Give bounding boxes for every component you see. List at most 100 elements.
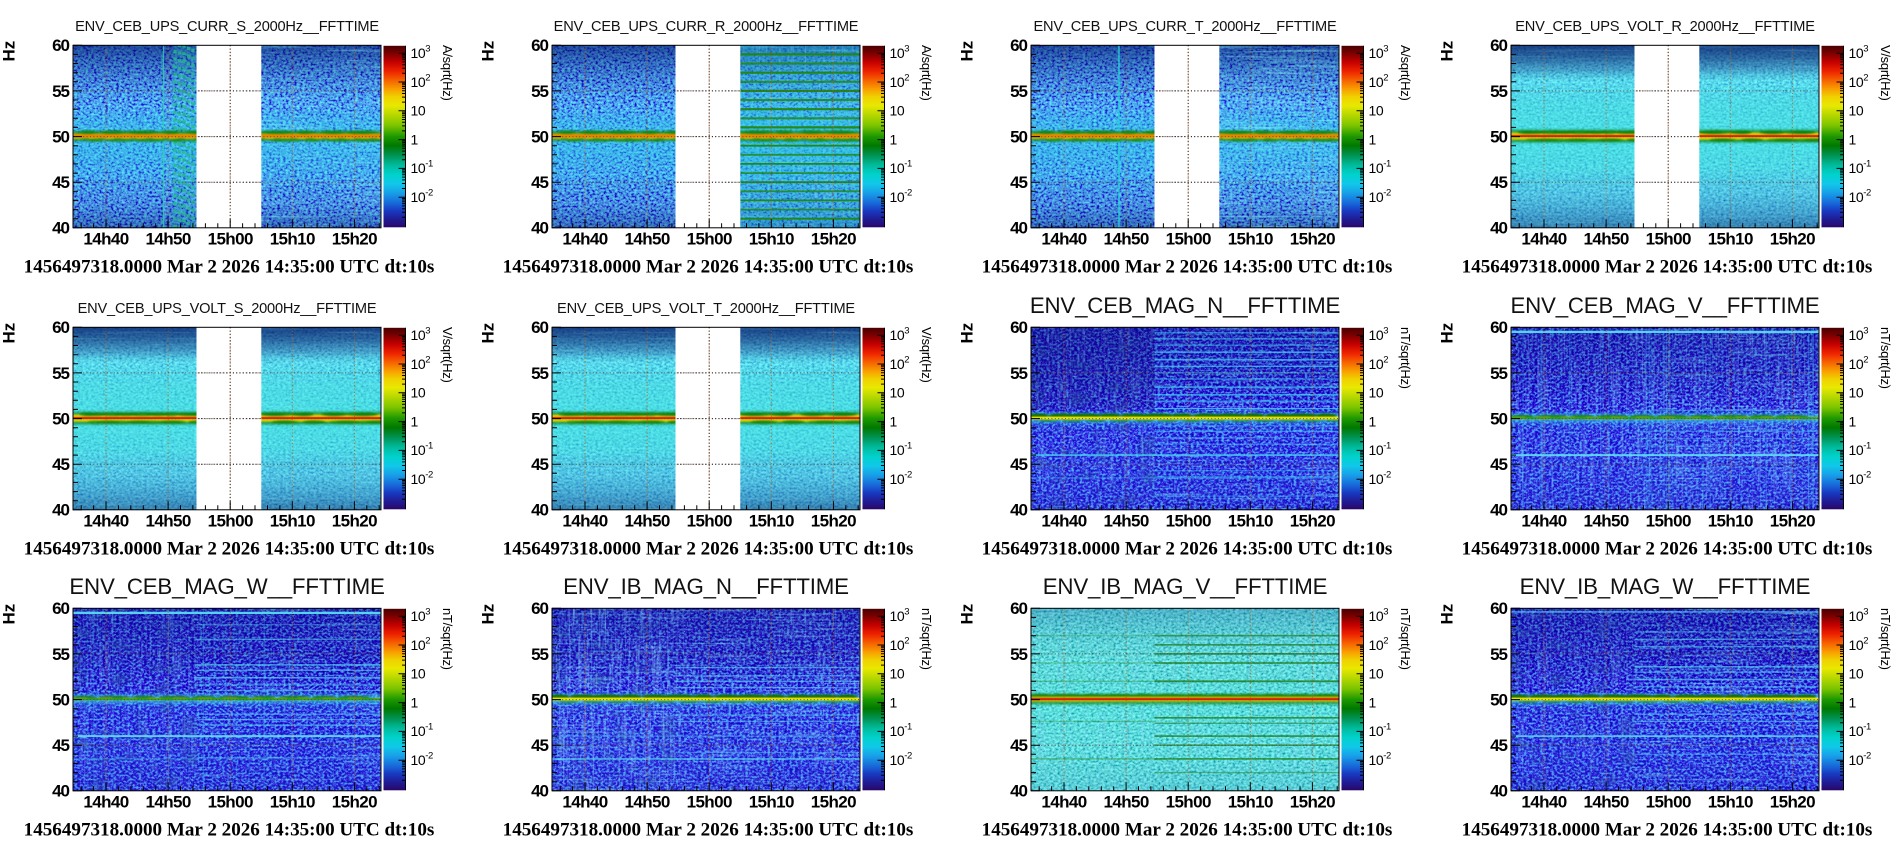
svg-text:10: 10 <box>411 103 426 119</box>
svg-text:60: 60 <box>531 599 548 618</box>
svg-text:15h20: 15h20 <box>811 511 856 530</box>
svg-text:1: 1 <box>1369 131 1377 147</box>
svg-text:40: 40 <box>1490 500 1507 519</box>
svg-text:1: 1 <box>411 413 419 429</box>
svg-text:14h50: 14h50 <box>1103 230 1148 249</box>
svg-text:102: 102 <box>1849 635 1869 653</box>
svg-text:102: 102 <box>890 635 910 653</box>
svg-text:60: 60 <box>1490 318 1507 337</box>
svg-text:14h40: 14h40 <box>1521 793 1566 812</box>
svg-text:1456497318.0000 Mar 2 2026 14:: 1456497318.0000 Mar 2 2026 14:35:00 UTC … <box>503 257 914 278</box>
svg-text:Hz: Hz <box>479 322 498 343</box>
svg-text:15h10: 15h10 <box>270 511 315 530</box>
svg-text:15h00: 15h00 <box>1166 230 1211 249</box>
svg-text:45: 45 <box>52 455 69 474</box>
svg-text:1: 1 <box>890 413 898 429</box>
svg-text:103: 103 <box>890 607 910 625</box>
svg-text:1456497318.0000 Mar 2 2026 14:: 1456497318.0000 Mar 2 2026 14:35:00 UTC … <box>1462 257 1873 278</box>
svg-text:ENV_IB_MAG_N__FFTTIME: ENV_IB_MAG_N__FFTTIME <box>563 574 849 599</box>
svg-text:102: 102 <box>890 354 910 372</box>
svg-text:45: 45 <box>1010 173 1027 192</box>
svg-text:50: 50 <box>531 128 548 147</box>
svg-text:15h20: 15h20 <box>1770 230 1815 249</box>
svg-text:15h20: 15h20 <box>1770 793 1815 812</box>
svg-text:Hz: Hz <box>958 604 977 625</box>
svg-text:ENV_CEB_UPS_VOLT_T_2000Hz__FFT: ENV_CEB_UPS_VOLT_T_2000Hz__FFTTIME <box>557 301 855 317</box>
svg-text:15h10: 15h10 <box>270 230 315 249</box>
svg-text:10: 10 <box>1369 666 1384 682</box>
svg-text:55: 55 <box>1010 645 1027 664</box>
svg-text:14h40: 14h40 <box>1521 230 1566 249</box>
svg-text:14h40: 14h40 <box>1041 793 1086 812</box>
svg-text:55: 55 <box>1490 82 1507 101</box>
svg-text:nT/sqrt(Hz): nT/sqrt(Hz) <box>1398 608 1413 670</box>
svg-text:55: 55 <box>531 82 548 101</box>
svg-text:14h40: 14h40 <box>83 793 128 812</box>
svg-text:45: 45 <box>531 736 548 755</box>
svg-text:15h20: 15h20 <box>1770 511 1815 530</box>
svg-text:ENV_IB_MAG_V__FFTTIME: ENV_IB_MAG_V__FFTTIME <box>1043 574 1328 599</box>
svg-text:14h40: 14h40 <box>83 511 128 530</box>
svg-text:102: 102 <box>411 635 431 653</box>
svg-text:nT/sqrt(Hz): nT/sqrt(Hz) <box>919 608 934 670</box>
svg-text:60: 60 <box>52 36 69 55</box>
svg-text:Hz: Hz <box>1438 604 1457 625</box>
svg-text:40: 40 <box>531 500 548 519</box>
svg-text:45: 45 <box>52 173 69 192</box>
svg-text:10-1: 10-1 <box>411 722 434 740</box>
svg-text:15h00: 15h00 <box>208 793 253 812</box>
svg-text:14h40: 14h40 <box>1041 230 1086 249</box>
svg-text:60: 60 <box>52 318 69 337</box>
svg-text:15h00: 15h00 <box>687 511 732 530</box>
svg-text:A/sqrt(Hz): A/sqrt(Hz) <box>440 45 455 101</box>
svg-text:10: 10 <box>1369 384 1384 400</box>
svg-text:A/sqrt(Hz): A/sqrt(Hz) <box>1398 45 1413 101</box>
svg-text:45: 45 <box>1490 736 1507 755</box>
svg-text:50: 50 <box>1010 691 1027 710</box>
svg-text:15h00: 15h00 <box>208 230 253 249</box>
svg-text:55: 55 <box>1010 82 1027 101</box>
svg-text:1456497318.0000 Mar 2 2026 14:: 1456497318.0000 Mar 2 2026 14:35:00 UTC … <box>24 538 435 559</box>
svg-text:14h50: 14h50 <box>1583 230 1628 249</box>
svg-text:14h50: 14h50 <box>145 511 190 530</box>
svg-text:15h00: 15h00 <box>1646 230 1691 249</box>
svg-text:50: 50 <box>1490 128 1507 147</box>
svg-text:10-1: 10-1 <box>1849 440 1872 458</box>
svg-text:14h50: 14h50 <box>145 793 190 812</box>
svg-text:ENV_CEB_UPS_CURR_R_2000Hz__FFT: ENV_CEB_UPS_CURR_R_2000Hz__FFTTIME <box>554 19 859 35</box>
svg-text:55: 55 <box>1490 363 1507 382</box>
svg-text:102: 102 <box>1369 635 1389 653</box>
svg-text:102: 102 <box>1849 72 1869 90</box>
svg-text:40: 40 <box>1490 219 1507 238</box>
svg-text:45: 45 <box>52 736 69 755</box>
svg-text:50: 50 <box>1010 409 1027 428</box>
svg-text:14h50: 14h50 <box>1583 793 1628 812</box>
svg-text:Hz: Hz <box>958 41 977 62</box>
svg-text:ENV_CEB_UPS_VOLT_R_2000Hz__FFT: ENV_CEB_UPS_VOLT_R_2000Hz__FFTTIME <box>1515 19 1815 35</box>
svg-text:15h20: 15h20 <box>811 230 856 249</box>
svg-text:nT/sqrt(Hz): nT/sqrt(Hz) <box>1878 608 1893 670</box>
svg-text:40: 40 <box>52 219 69 238</box>
svg-text:55: 55 <box>1010 363 1027 382</box>
svg-text:1: 1 <box>1849 131 1857 147</box>
svg-text:40: 40 <box>1010 782 1027 801</box>
svg-text:14h50: 14h50 <box>624 793 669 812</box>
svg-text:10: 10 <box>890 384 905 400</box>
svg-text:60: 60 <box>531 318 548 337</box>
svg-text:45: 45 <box>531 173 548 192</box>
svg-text:103: 103 <box>890 325 910 343</box>
svg-text:103: 103 <box>890 44 910 62</box>
svg-text:10-2: 10-2 <box>1369 469 1392 487</box>
svg-text:1456497318.0000 Mar 2 2026 14:: 1456497318.0000 Mar 2 2026 14:35:00 UTC … <box>982 538 1393 559</box>
svg-text:nT/sqrt(Hz): nT/sqrt(Hz) <box>1398 327 1413 389</box>
svg-text:10-2: 10-2 <box>411 188 434 206</box>
svg-text:55: 55 <box>1490 645 1507 664</box>
svg-text:55: 55 <box>52 645 69 664</box>
svg-text:40: 40 <box>531 219 548 238</box>
svg-text:15h20: 15h20 <box>332 230 377 249</box>
svg-text:50: 50 <box>52 409 69 428</box>
svg-text:60: 60 <box>1010 599 1027 618</box>
svg-text:40: 40 <box>1490 782 1507 801</box>
svg-text:103: 103 <box>1369 325 1389 343</box>
svg-text:60: 60 <box>531 36 548 55</box>
